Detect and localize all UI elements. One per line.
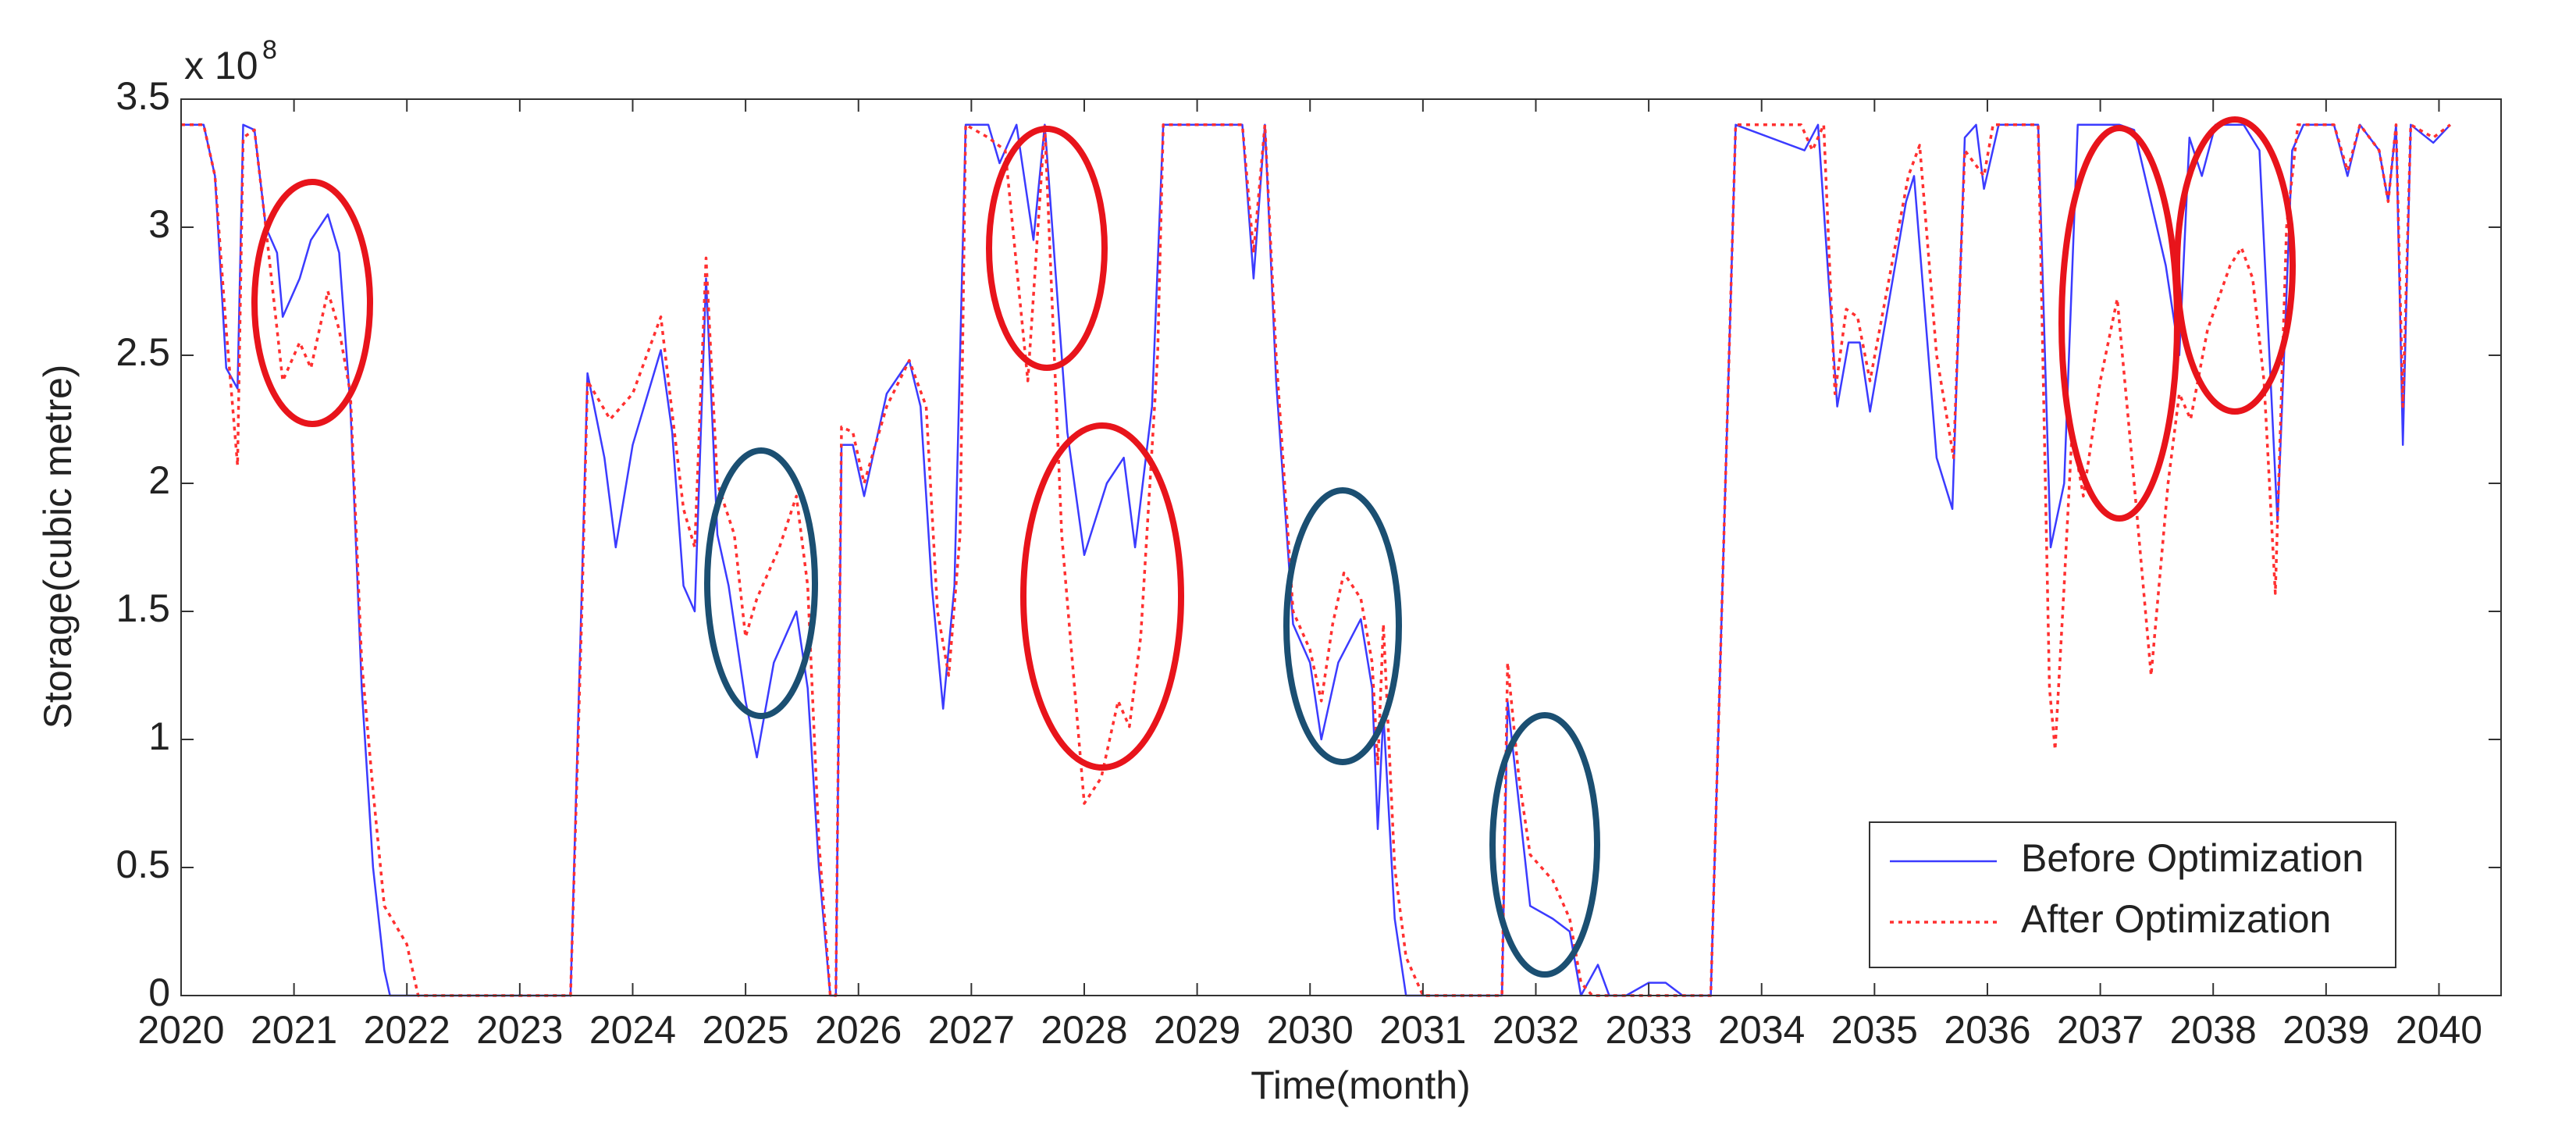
x-tick-label: 2021 [251, 1008, 337, 1052]
y-tick-label: 3.5 [116, 74, 170, 118]
x-axis-title: Time(month) [1251, 1063, 1471, 1107]
x-tick-label: 2026 [815, 1008, 902, 1052]
legend-box [1869, 821, 2396, 968]
highlight-ellipse [986, 126, 1108, 371]
x-tick-label: 2036 [1944, 1008, 2030, 1052]
x-tick-label: 2023 [476, 1008, 563, 1052]
legend: Before Optimization After Optimization [1869, 821, 2396, 968]
annotations [251, 116, 2296, 978]
y-multiplier: x 10 [184, 44, 258, 87]
x-tick-label: 2034 [1718, 1008, 1805, 1052]
legend-label: Before Optimization [2021, 836, 2364, 880]
y-tick-label: 1 [148, 714, 170, 758]
axes-box [180, 98, 2502, 996]
highlight-ellipse [1283, 487, 1402, 765]
highlight-ellipse [1020, 422, 1184, 771]
highlight-ellipse [1489, 712, 1600, 978]
x-tick-label: 2033 [1605, 1008, 1692, 1052]
x-tick-label: 2040 [2396, 1008, 2482, 1052]
x-tick-label: 2039 [2282, 1008, 2369, 1052]
x-tick-label: 2032 [1493, 1008, 1579, 1052]
x-tick-label: 2030 [1267, 1008, 1354, 1052]
y-multiplier-exponent: 8 [262, 35, 277, 65]
x-tick-label: 2031 [1379, 1008, 1466, 1052]
plot-area [181, 123, 2451, 997]
x-tick-label: 2025 [702, 1008, 788, 1052]
y-axis-title: Storage(cubic metre) [36, 365, 80, 729]
x-tick-label: 2020 [137, 1008, 224, 1052]
y-tick-label: 0 [148, 971, 170, 1014]
series-line [181, 123, 2451, 997]
x-tick-label: 2024 [589, 1008, 676, 1052]
x-tick-label: 2028 [1041, 1008, 1127, 1052]
x-tick-label: 2022 [364, 1008, 450, 1052]
x-tick-label: 2029 [1154, 1008, 1240, 1052]
x-tick-label: 2037 [2057, 1008, 2144, 1052]
highlight-ellipse [704, 447, 818, 719]
y-tick-label: 0.5 [116, 843, 170, 886]
x-tick-label: 2035 [1831, 1008, 1918, 1052]
x-tick-label: 2038 [2170, 1008, 2257, 1052]
highlight-ellipse [251, 179, 373, 427]
y-tick-label: 2 [148, 458, 170, 502]
highlight-ellipse [2058, 125, 2180, 522]
y-tick-label: 2.5 [116, 330, 170, 374]
highlight-ellipse [2174, 116, 2296, 415]
y-tick-label: 3 [148, 202, 170, 246]
x-tick-label: 2027 [928, 1008, 1015, 1052]
legend-label: After Optimization [2021, 897, 2331, 941]
y-tick-label: 1.5 [116, 586, 170, 630]
